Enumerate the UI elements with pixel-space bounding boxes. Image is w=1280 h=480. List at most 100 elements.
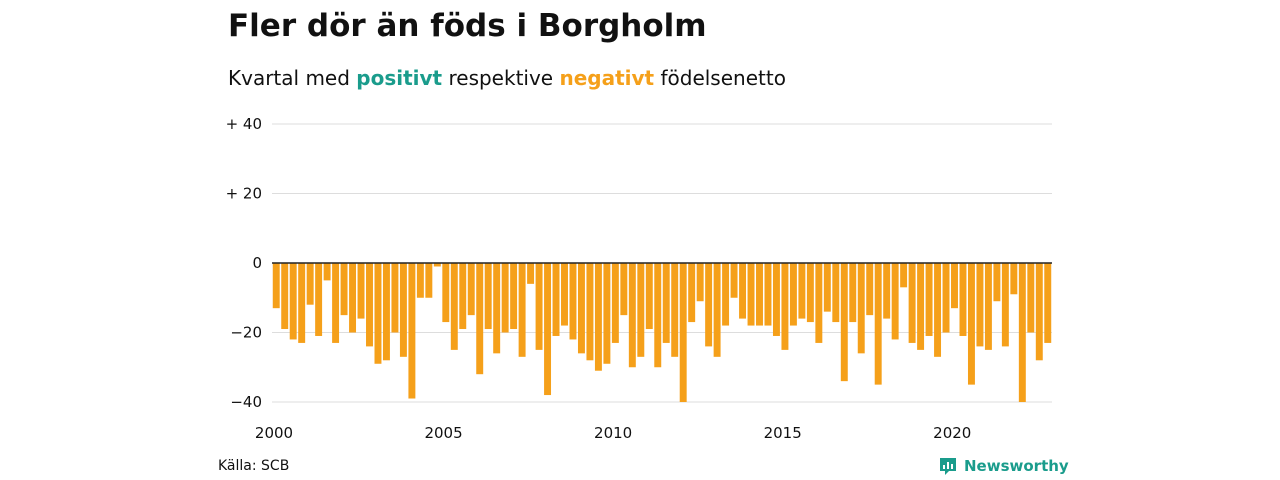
subtitle-negative-word: negativt: [559, 66, 655, 90]
bar: [620, 263, 628, 316]
bar: [577, 263, 585, 354]
bar: [840, 263, 848, 382]
bar: [416, 263, 424, 298]
bar: [552, 263, 560, 336]
bar: [849, 263, 857, 323]
bar: [332, 263, 340, 343]
y-tick-label: −40: [230, 393, 262, 411]
bar: [891, 263, 899, 340]
bar: [272, 263, 280, 309]
bar: [628, 263, 636, 368]
x-tick-label: 2010: [594, 424, 632, 442]
bar: [806, 263, 814, 323]
bar: [1035, 263, 1043, 361]
bar: [442, 263, 450, 323]
bar: [366, 263, 373, 347]
bar: [993, 263, 1001, 302]
bar: [781, 263, 789, 350]
bar: [789, 263, 797, 326]
bar: [637, 263, 645, 357]
bar: [382, 263, 390, 361]
bar: [722, 263, 730, 326]
bar: [399, 263, 407, 357]
bar: [467, 263, 475, 316]
bar: [306, 263, 314, 305]
bar: [883, 263, 891, 319]
bar: [1001, 263, 1009, 347]
bar: [281, 263, 289, 330]
bar: [289, 263, 297, 340]
bar: [679, 263, 687, 402]
bar: [315, 263, 323, 336]
bar: [561, 263, 568, 326]
chart-subtitle: Kvartal med positivt respektive negativt…: [228, 66, 786, 90]
bar: [374, 263, 382, 364]
bar: [408, 263, 416, 399]
bar: [764, 263, 772, 326]
bar: [739, 263, 747, 319]
bar: [510, 263, 518, 330]
bar: [984, 263, 992, 350]
bar: [798, 263, 806, 319]
bar: [857, 263, 865, 354]
bar: [951, 263, 958, 309]
bar: [340, 263, 348, 316]
subtitle-prefix: Kvartal med: [228, 66, 357, 90]
x-tick-label: 2015: [764, 424, 802, 442]
bar: [900, 263, 908, 288]
bar: [832, 263, 840, 323]
chart-title: Fler dör än föds i Borgholm: [228, 8, 707, 44]
bar: [645, 263, 653, 330]
bar: [425, 263, 433, 298]
bar: [688, 263, 696, 323]
bar: [535, 263, 543, 350]
bar: [1018, 263, 1026, 402]
bar: [357, 263, 365, 319]
bar: [934, 263, 942, 357]
bar: [925, 263, 933, 336]
x-tick-label: 2005: [424, 424, 462, 442]
newsworthy-logo-icon: [940, 458, 956, 475]
bar: [544, 263, 552, 396]
bar: [323, 263, 331, 281]
bar: [917, 263, 925, 350]
bar: [594, 263, 602, 371]
bar: [603, 263, 611, 364]
bar: [493, 263, 501, 354]
bar: [527, 263, 535, 284]
bar: [1010, 263, 1018, 295]
bar: [713, 263, 721, 357]
bars: [272, 263, 1052, 402]
brand-logo[interactable]: Newsworthy: [938, 456, 1069, 476]
brand-name: Newsworthy: [964, 457, 1069, 475]
bar: [730, 263, 738, 298]
bar: [671, 263, 679, 357]
bar: [866, 263, 874, 316]
y-tick-label: + 20: [226, 185, 262, 203]
bar: [959, 263, 967, 336]
bar: [450, 263, 458, 350]
bar: [756, 263, 763, 326]
bar: [349, 263, 357, 333]
bar: [1044, 263, 1052, 343]
bar: [908, 263, 916, 343]
bar: [569, 263, 577, 340]
bar: [696, 263, 704, 302]
bar: [747, 263, 755, 326]
y-tick-label: −20: [230, 324, 262, 342]
bar: [476, 263, 484, 375]
source-note: Källa: SCB: [218, 458, 290, 474]
bar: [518, 263, 526, 357]
bar: [391, 263, 399, 333]
bar: [823, 263, 831, 312]
bar: [967, 263, 975, 385]
subtitle-positive-word: positivt: [356, 66, 443, 90]
y-tick-label: 0: [252, 254, 262, 272]
subtitle-middle: respektive: [442, 66, 560, 90]
x-tick-label: 2020: [933, 424, 971, 442]
bar: [611, 263, 619, 343]
bar: [815, 263, 823, 343]
bar: [459, 263, 467, 330]
bar: [1027, 263, 1035, 333]
bar: [942, 263, 950, 333]
